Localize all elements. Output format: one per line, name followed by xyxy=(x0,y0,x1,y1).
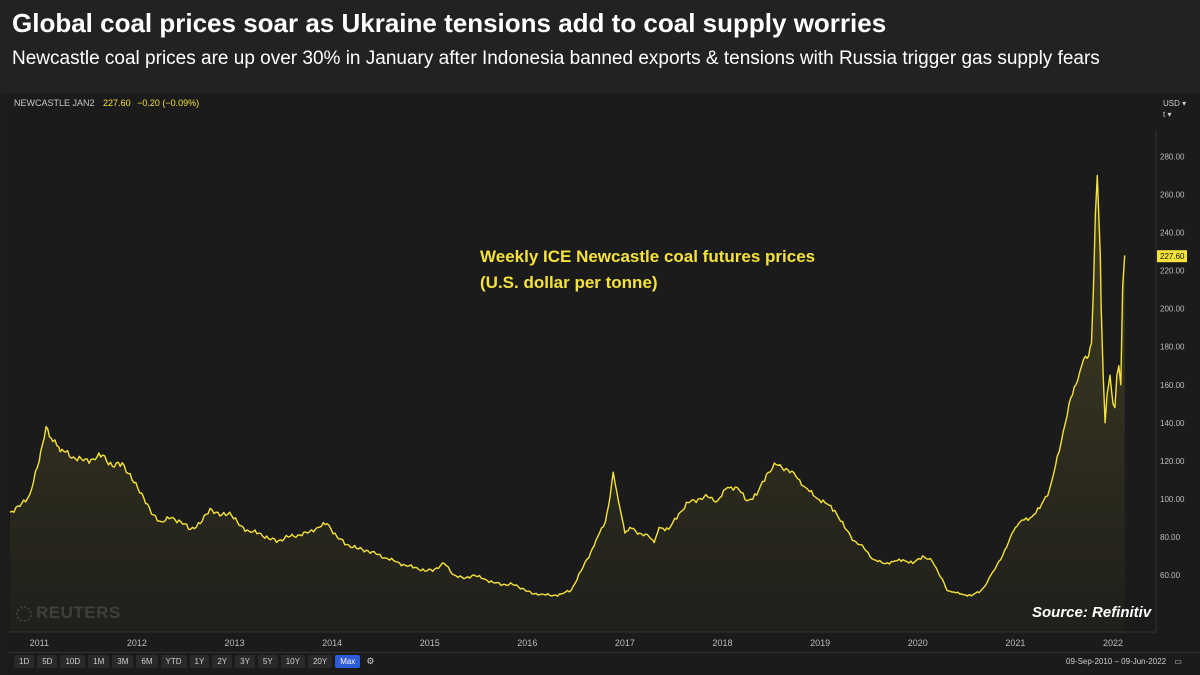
y-tick-label: 220.00 xyxy=(1160,267,1185,276)
price-area xyxy=(10,175,1125,632)
reuters-watermark: REUTERS xyxy=(16,603,121,623)
settings-gear-icon[interactable]: ⚙ xyxy=(366,656,375,666)
y-tick-label: 280.00 xyxy=(1160,153,1185,162)
range-button-ytd[interactable]: YTD xyxy=(160,655,187,668)
x-tick-label: 2018 xyxy=(713,638,733,648)
annotation-line-1: Weekly ICE Newcastle coal futures prices xyxy=(480,247,816,266)
price-line xyxy=(9,174,1126,597)
currency-scale[interactable]: t ▾ xyxy=(1163,110,1172,119)
reuters-logo-icon xyxy=(16,605,32,622)
header: Global coal prices soar as Ukraine tensi… xyxy=(0,0,1200,94)
date-range[interactable]: 09-Sep-2010 – 09-Jun-2022 ▭ xyxy=(1066,657,1182,666)
range-button-5d[interactable]: 5D xyxy=(37,655,58,668)
annotation-line-2: (U.S. dollar per tonne) xyxy=(480,273,658,292)
y-tick-label: 100.00 xyxy=(1160,495,1185,504)
range-button-20y[interactable]: 20Y xyxy=(307,655,333,668)
y-tick-label: 160.00 xyxy=(1160,381,1185,390)
chevron-down-icon: ▾ xyxy=(1182,99,1187,108)
currency-selector[interactable]: USD ▾ t ▾ xyxy=(1160,98,1192,120)
currency-unit[interactable]: USD ▾ xyxy=(1163,99,1187,108)
range-button-6m[interactable]: 6M xyxy=(136,655,158,668)
chart-title: Global coal prices soar as Ukraine tensi… xyxy=(12,8,887,38)
x-tick-label: 2015 xyxy=(420,638,440,648)
y-tick-label: 80.00 xyxy=(1160,533,1181,542)
y-tick-label: 140.00 xyxy=(1160,419,1185,428)
chart-subtitle: Newcastle coal prices are up over 30% in… xyxy=(12,48,1100,69)
ticker-symbol: NEWCASTLE JAN2 xyxy=(14,98,95,108)
range-button-3m[interactable]: 3M xyxy=(112,655,134,668)
x-tick-label: 2022 xyxy=(1103,638,1123,648)
range-button-10d[interactable]: 10D xyxy=(60,655,86,668)
y-tick-label: 120.00 xyxy=(1160,457,1185,466)
last-value-label: 227.60 xyxy=(1160,252,1185,261)
chevron-down-icon: ▾ xyxy=(1167,110,1172,119)
date-range-start: 09-Sep-2010 xyxy=(1066,657,1113,666)
last-value-badge xyxy=(1157,250,1187,263)
y-tick-label: 240.00 xyxy=(1160,229,1185,238)
range-button-max[interactable]: Max xyxy=(335,655,361,668)
x-tick-label: 2011 xyxy=(30,638,49,648)
x-tick-label: 2019 xyxy=(810,638,830,648)
x-tick-label: 2016 xyxy=(517,638,537,648)
range-button-10y[interactable]: 10Y xyxy=(280,655,305,668)
x-tick-label: 2013 xyxy=(224,638,244,648)
ticker-bar: NEWCASTLE JAN2 227.60 −0.20 (−0.09%) xyxy=(14,98,199,108)
source-note: Source: Refinitiv xyxy=(1032,604,1152,621)
bottom-toolbar xyxy=(8,652,1200,675)
range-button-1d[interactable]: 1D xyxy=(14,655,35,668)
x-tick-label: 2020 xyxy=(908,638,928,648)
y-tick-label: 260.00 xyxy=(1160,191,1185,200)
range-button-5y[interactable]: 5Y xyxy=(257,655,278,668)
y-tick-label: 180.00 xyxy=(1160,343,1185,352)
range-button-1y[interactable]: 1Y xyxy=(189,655,210,668)
ticker-change: −0.20 (−0.09%) xyxy=(137,98,200,108)
ticker-value: 227.60 xyxy=(103,98,131,108)
range-button-3y[interactable]: 3Y xyxy=(235,655,255,668)
range-buttons: 1D 5D 10D 1M 3M 6M YTD 1Y 2Y 3Y 5Y 10Y 20Y Max ⚙ xyxy=(14,655,377,668)
x-tick-label: 2014 xyxy=(322,638,342,648)
x-tick-label: 2012 xyxy=(127,638,147,648)
chart-annotation: Weekly ICE Newcastle coal futures prices… xyxy=(480,244,815,296)
range-button-1m[interactable]: 1M xyxy=(88,655,110,668)
x-tick-label: 2021 xyxy=(1005,638,1025,648)
date-range-end: 09-Jun-2022 xyxy=(1121,657,1167,666)
range-button-2y[interactable]: 2Y xyxy=(212,655,233,668)
y-tick-label: 200.00 xyxy=(1160,305,1185,314)
y-tick-label: 60.00 xyxy=(1160,571,1181,580)
x-tick-label: 2017 xyxy=(615,638,635,648)
calendar-icon[interactable]: ▭ xyxy=(1174,657,1182,666)
